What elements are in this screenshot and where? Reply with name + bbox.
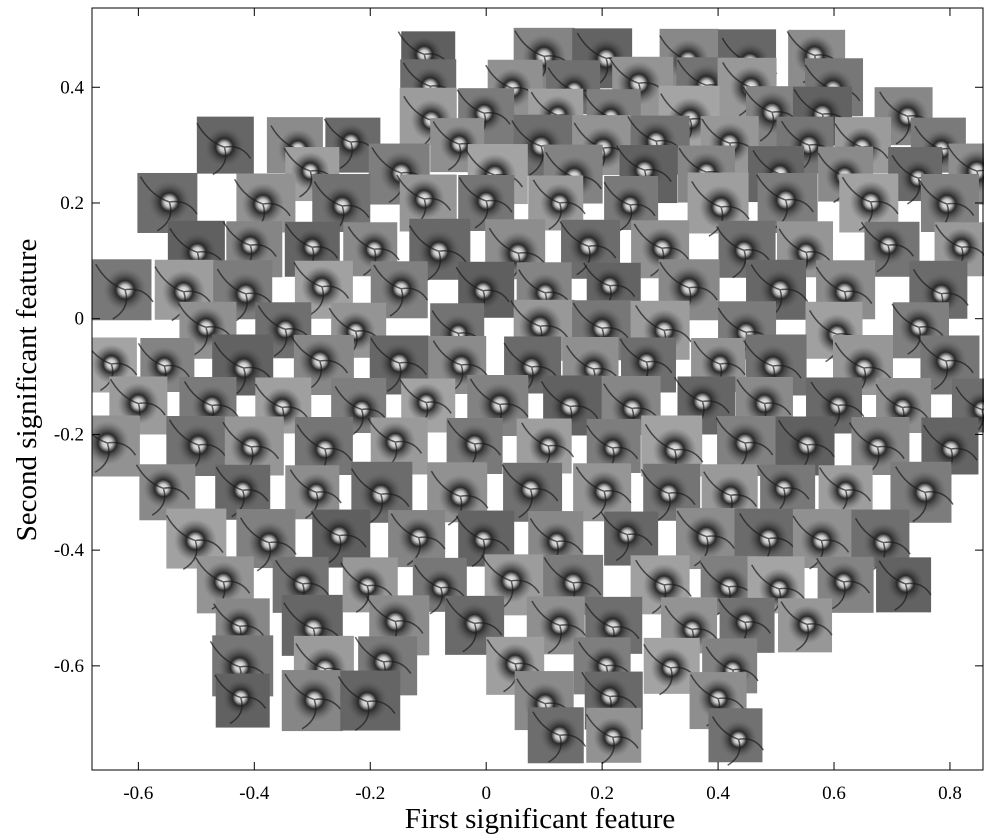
thumbnails — [92, 27, 984, 766]
vessels — [559, 221, 617, 276]
y-axis-label: Second significant feature — [11, 239, 43, 542]
vessels — [95, 263, 154, 320]
vessels — [676, 510, 736, 567]
vessels — [165, 514, 224, 571]
vessels — [239, 517, 297, 572]
vessels — [458, 177, 513, 229]
y-tick-label: -0.4 — [54, 540, 85, 561]
vessels — [756, 174, 814, 230]
x-tick-label: -0.2 — [355, 783, 385, 804]
vessels — [600, 511, 653, 562]
vessels — [895, 466, 954, 523]
x-tick-label: -0.4 — [239, 783, 270, 804]
vessels — [455, 515, 510, 568]
vessels — [860, 221, 914, 273]
vessels — [585, 713, 639, 765]
vessels — [135, 464, 190, 516]
vessels — [289, 469, 342, 519]
vessels — [792, 515, 850, 570]
vessels — [816, 557, 871, 610]
y-tick-label: 0.2 — [60, 193, 84, 214]
vessels — [878, 560, 932, 611]
vessels — [603, 181, 656, 232]
axes-box — [91, 7, 984, 771]
vessels — [531, 600, 588, 654]
x-tick-label: 0.6 — [822, 783, 846, 804]
x-tick-label: 0.4 — [706, 783, 730, 804]
vessels — [841, 176, 899, 231]
y-tick-label: -0.6 — [54, 656, 84, 677]
vessels — [575, 466, 632, 520]
vessels — [716, 225, 771, 279]
x-tick-label: 0.2 — [590, 783, 614, 804]
vessels — [92, 433, 137, 473]
vessels — [195, 557, 251, 610]
vessels — [711, 716, 764, 766]
vessels — [445, 598, 503, 653]
vessels — [310, 510, 367, 565]
vessels — [337, 676, 396, 732]
y-tick-label: 0.4 — [60, 77, 84, 98]
vessels — [340, 562, 394, 613]
y-tick-label: -0.2 — [54, 424, 84, 445]
vessels — [532, 179, 586, 231]
x-tick-label: 0.8 — [938, 783, 962, 804]
vessels — [916, 335, 974, 390]
vessels — [780, 601, 833, 651]
vessels — [373, 264, 429, 317]
vessels — [214, 674, 267, 725]
vessels — [293, 262, 350, 316]
x-tick-label: -0.6 — [123, 783, 153, 804]
vessels — [501, 464, 559, 519]
vessels — [640, 468, 696, 522]
vessels — [215, 466, 269, 518]
vessels — [390, 513, 446, 566]
vessels — [532, 711, 587, 763]
vessels — [408, 225, 468, 282]
vessels — [196, 122, 252, 176]
vessels — [139, 176, 198, 232]
y-tick-label: 0 — [75, 309, 85, 330]
vessels — [350, 468, 410, 525]
vessels — [370, 337, 428, 392]
x-axis-label: First significant feature — [405, 803, 676, 835]
x-tick-label: 0 — [481, 783, 491, 804]
